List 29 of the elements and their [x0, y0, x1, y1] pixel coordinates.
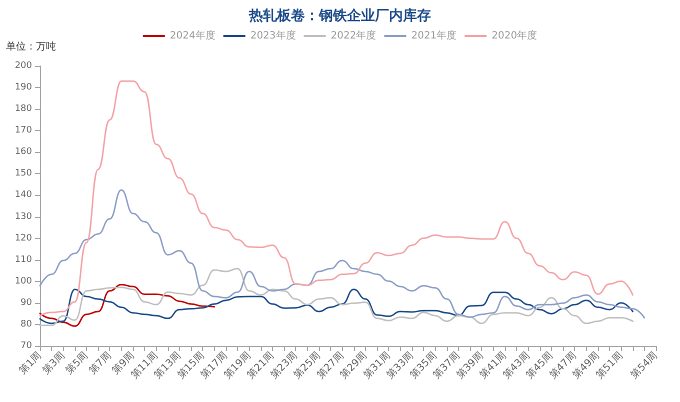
y-tick-label: 150 — [14, 168, 32, 179]
y-tick-label: 110 — [14, 254, 32, 265]
line-series — [39, 268, 634, 326]
y-tick-label: 180 — [14, 104, 32, 114]
y-tick-label: 170 — [14, 126, 32, 136]
legend-label: 2020年度 — [492, 30, 538, 42]
y-tick-label: 100 — [14, 276, 32, 286]
legend-label: 2024年度 — [170, 30, 216, 42]
y-tick-label: 70 — [20, 341, 32, 351]
line-series — [39, 288, 634, 324]
y-tick-label: 80 — [20, 319, 32, 330]
y-tick-label: 200 — [14, 61, 32, 71]
legend-label: 2023年度 — [250, 30, 296, 42]
line-series — [39, 189, 646, 319]
x-tick-label: 第1周 — [16, 349, 44, 377]
y-tick-label: 140 — [14, 190, 32, 200]
y-axis-title: 单位：万吨 — [6, 40, 56, 52]
y-tick-label: 130 — [14, 212, 32, 222]
x-tick-label: 第5周 — [63, 349, 90, 377]
line-series — [39, 284, 216, 327]
y-tick-label: 120 — [14, 233, 32, 244]
legend-label: 2022年度 — [330, 30, 376, 42]
legend-label: 2021年度 — [411, 30, 457, 42]
line-series — [39, 80, 634, 316]
y-tick-label: 90 — [20, 298, 32, 308]
y-tick-label: 160 — [14, 147, 32, 158]
x-tick-label: 第54周 — [628, 349, 660, 382]
chart-title: 热轧板卷：钢铁企业厂内库存 — [248, 7, 431, 24]
y-tick-label: 190 — [14, 82, 32, 93]
